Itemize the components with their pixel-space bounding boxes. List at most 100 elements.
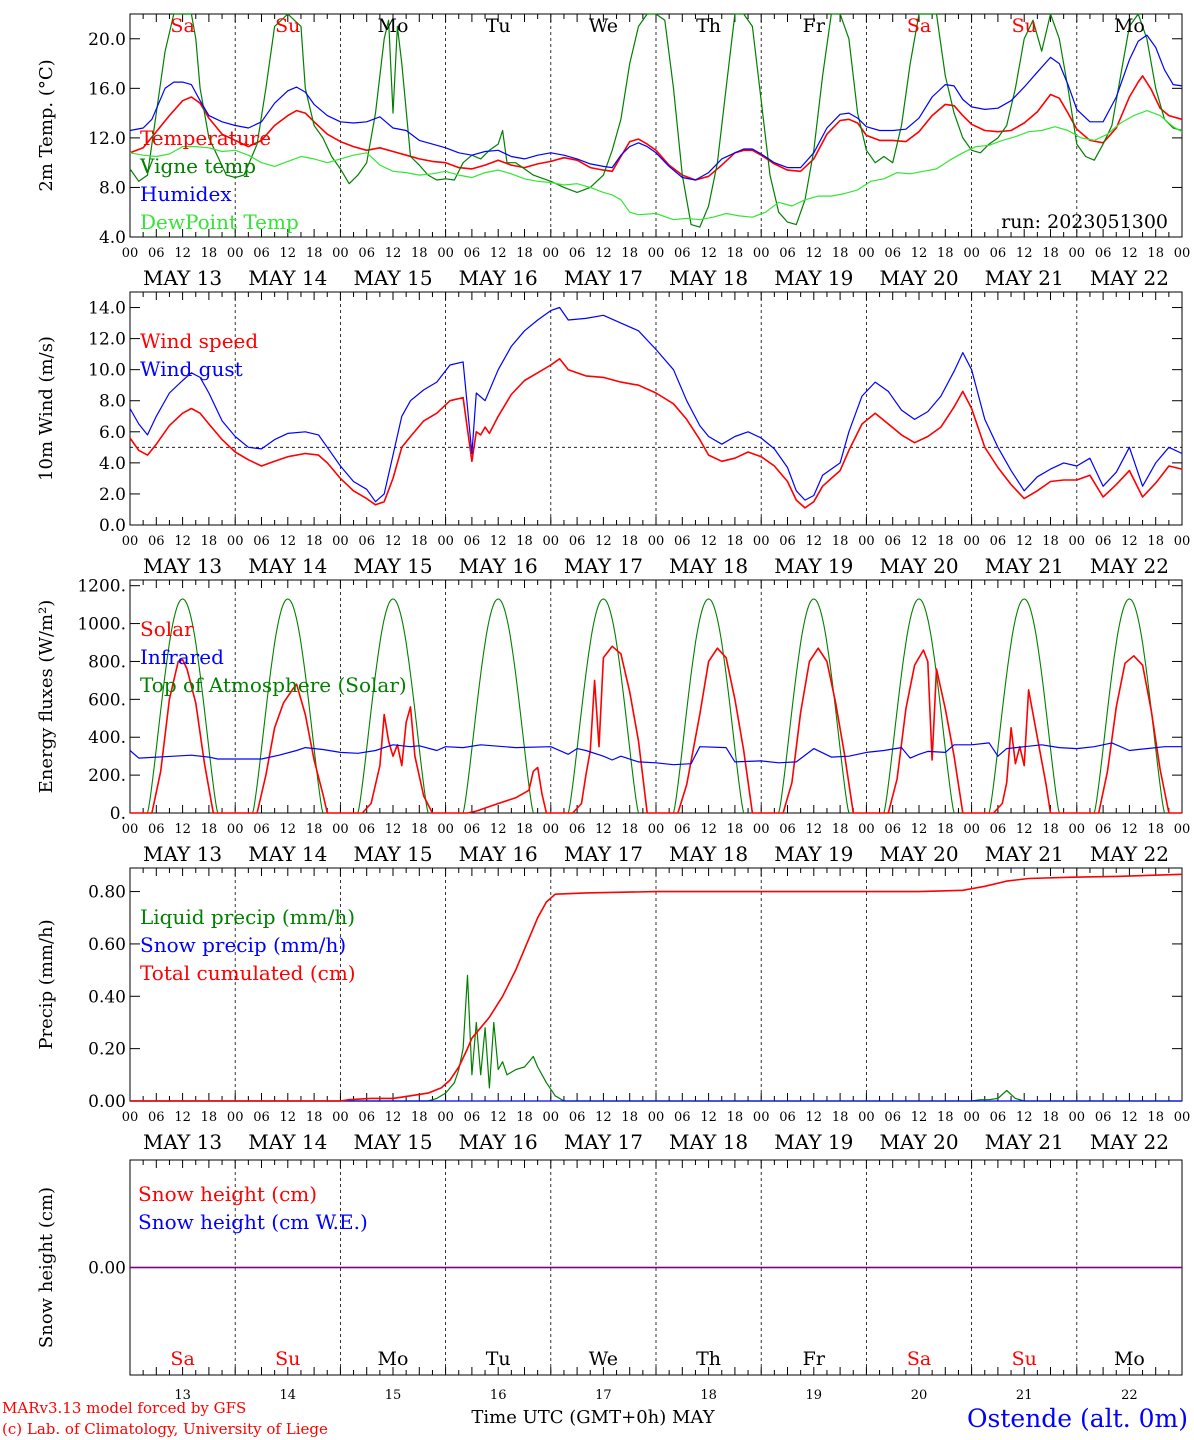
x-hour-label: 00 bbox=[543, 246, 560, 261]
x-hour-label: 12 bbox=[174, 822, 191, 837]
x-hour-label: 06 bbox=[779, 822, 796, 837]
x-hour-label: 06 bbox=[990, 246, 1007, 261]
x-date-label: MAY 22 bbox=[1090, 266, 1169, 290]
x-hour-label: 12 bbox=[280, 246, 297, 261]
energy-ytick-label: 200. bbox=[88, 766, 126, 786]
station-name: Ostende (alt. 0m) bbox=[967, 1404, 1188, 1433]
x-hour-label: 06 bbox=[779, 246, 796, 261]
x-hour-label: 18 bbox=[621, 246, 638, 261]
weekday-label: Fr bbox=[803, 15, 826, 37]
x-hour-label: 00 bbox=[858, 246, 875, 261]
wind-ylabel: 10m Wind (m/s) bbox=[36, 336, 57, 481]
x-date-label: MAY 17 bbox=[564, 266, 643, 290]
x-date-label: MAY 20 bbox=[879, 266, 958, 290]
x-day-number: 16 bbox=[490, 1388, 507, 1403]
x-hour-label: 00 bbox=[963, 822, 980, 837]
x-hour-label: 06 bbox=[358, 822, 375, 837]
x-date-label: MAY 20 bbox=[879, 842, 958, 866]
x-hour-label: 18 bbox=[201, 1110, 218, 1125]
x-hour-label: 00 bbox=[1174, 534, 1191, 549]
x-hour-label: 12 bbox=[700, 246, 717, 261]
x-hour-label: 12 bbox=[911, 1110, 928, 1125]
x-hour-label: 00 bbox=[332, 246, 349, 261]
x-hour-label: 00 bbox=[753, 822, 770, 837]
x-hour-label: 12 bbox=[911, 822, 928, 837]
weekday-label: Su bbox=[275, 1348, 300, 1370]
x-hour-label: 12 bbox=[806, 246, 823, 261]
x-hour-label: 00 bbox=[753, 534, 770, 549]
series-line-temp-2 bbox=[129, 34, 1183, 181]
x-hour-label: 18 bbox=[832, 822, 849, 837]
x-hour-label: 12 bbox=[1016, 534, 1033, 549]
x-hour-label: 12 bbox=[595, 246, 612, 261]
series-line-toa-solar bbox=[988, 598, 1060, 814]
x-hour-label: 12 bbox=[806, 822, 823, 837]
weekday-label: Fr bbox=[803, 1348, 826, 1370]
x-hour-label: 06 bbox=[148, 1110, 165, 1125]
x-hour-label: 06 bbox=[884, 822, 901, 837]
x-hour-label: 06 bbox=[884, 246, 901, 261]
x-hour-label: 12 bbox=[490, 1110, 507, 1125]
x-hour-label: 18 bbox=[1042, 822, 1059, 837]
x-hour-label: 06 bbox=[569, 534, 586, 549]
series-line-temp-0 bbox=[129, 75, 1183, 181]
temp-frame bbox=[129, 13, 1183, 238]
x-hour-label: 12 bbox=[490, 822, 507, 837]
weekday-label: Tu bbox=[486, 15, 511, 37]
series-line-temp-1 bbox=[129, 13, 1183, 228]
x-hour-label: 00 bbox=[437, 246, 454, 261]
x-day-number: 17 bbox=[595, 1388, 612, 1403]
x-hour-label: 06 bbox=[884, 1110, 901, 1125]
x-hour-label: 06 bbox=[569, 822, 586, 837]
weekday-label: Th bbox=[696, 15, 721, 37]
x-date-label: MAY 14 bbox=[248, 1130, 327, 1154]
legend-entry-temp: Temperature bbox=[140, 126, 271, 150]
x-hour-label: 00 bbox=[332, 1110, 349, 1125]
x-date-label: MAY 19 bbox=[774, 554, 853, 578]
x-hour-label: 18 bbox=[832, 1110, 849, 1125]
precip-ytick-label: 0.20 bbox=[88, 1040, 126, 1060]
x-hour-label: 00 bbox=[122, 822, 139, 837]
x-hour-label: 00 bbox=[1174, 1110, 1191, 1125]
x-hour-label: 12 bbox=[1121, 246, 1138, 261]
x-hour-label: 12 bbox=[1121, 822, 1138, 837]
x-hour-label: 06 bbox=[358, 1110, 375, 1125]
x-hour-label: 00 bbox=[227, 1110, 244, 1125]
panel-snow: 0.00 Snow height (cm) Snow height (cm) Snow… bbox=[36, 1159, 1183, 1403]
x-hour-label: 18 bbox=[832, 246, 849, 261]
x-hour-label: 00 bbox=[753, 246, 770, 261]
x-date-label: MAY 18 bbox=[669, 842, 748, 866]
x-hour-label: 18 bbox=[1042, 534, 1059, 549]
panel-precip: 0.00 0.20 0.40 0.60 0.80 Precip (mm/h) Liquid … bbox=[36, 867, 1191, 1154]
x-date-label: MAY 16 bbox=[459, 266, 538, 290]
x-hour-label: 12 bbox=[595, 1110, 612, 1125]
weekday-label: Mo bbox=[1114, 15, 1145, 37]
x-day-number: 13 bbox=[174, 1388, 191, 1403]
x-hour-label: 12 bbox=[490, 534, 507, 549]
x-hour-label: 12 bbox=[280, 822, 297, 837]
weekday-label: Mo bbox=[1114, 1348, 1145, 1370]
panel-temp: 4.0 8.0 12.0 16.0 20.0 2m Temp. (°C) Temperatu… bbox=[36, 13, 1190, 290]
x-hour-label: 18 bbox=[832, 534, 849, 549]
x-hour-label: 06 bbox=[253, 246, 270, 261]
x-hour-label: 12 bbox=[700, 1110, 717, 1125]
x-hour-label: 18 bbox=[1147, 822, 1164, 837]
x-hour-label: 12 bbox=[174, 1110, 191, 1125]
x-hour-label: 18 bbox=[411, 822, 428, 837]
x-hour-label: 12 bbox=[385, 822, 402, 837]
x-hour-label: 18 bbox=[516, 1110, 533, 1125]
x-hour-label: 18 bbox=[727, 246, 744, 261]
energy-ytick-label: 1000. bbox=[77, 615, 126, 635]
x-hour-label: 00 bbox=[332, 822, 349, 837]
x-hour-label: 18 bbox=[1147, 1110, 1164, 1125]
x-hour-label: 00 bbox=[648, 246, 665, 261]
series-line-toa-solar bbox=[462, 598, 534, 814]
weekday-label: Sa bbox=[170, 15, 194, 37]
x-hour-label: 12 bbox=[911, 534, 928, 549]
x-day-number: 19 bbox=[806, 1388, 823, 1403]
x-date-label: MAY 21 bbox=[985, 842, 1064, 866]
legend-entry-precip: Total cumulated (cm) bbox=[140, 961, 356, 985]
x-hour-label: 12 bbox=[806, 534, 823, 549]
x-hour-label: 18 bbox=[1042, 1110, 1059, 1125]
x-hour-label: 18 bbox=[201, 822, 218, 837]
